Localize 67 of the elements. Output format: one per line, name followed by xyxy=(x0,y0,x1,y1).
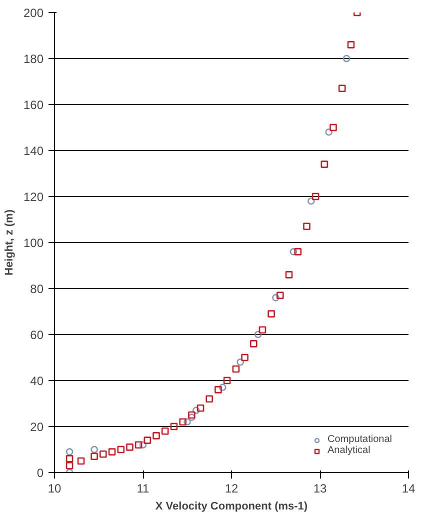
point xyxy=(66,448,74,456)
point xyxy=(100,450,107,458)
legend-label: Computational xyxy=(328,434,392,445)
point xyxy=(139,441,147,449)
point xyxy=(312,192,320,200)
point xyxy=(206,395,214,403)
point xyxy=(268,310,275,318)
point xyxy=(285,271,293,278)
point xyxy=(338,84,346,92)
point xyxy=(144,436,152,444)
point xyxy=(90,446,98,454)
point xyxy=(219,384,226,392)
point xyxy=(188,414,196,421)
point xyxy=(184,418,191,426)
point xyxy=(223,376,231,384)
legend-label: Analytical xyxy=(328,445,370,456)
point xyxy=(152,432,160,440)
point xyxy=(134,441,142,449)
point xyxy=(258,326,266,334)
point xyxy=(90,452,98,460)
x-tick-label: 12 xyxy=(224,482,238,496)
point xyxy=(241,354,248,362)
y-axis-title: Height, z (m) xyxy=(3,209,16,276)
point xyxy=(232,365,240,373)
y-tick-label: 20 xyxy=(30,420,44,434)
point xyxy=(126,444,134,451)
y-tick-label: 60 xyxy=(30,328,44,342)
y-tick-label: 200 xyxy=(23,6,44,20)
point xyxy=(214,386,222,394)
point xyxy=(308,197,315,205)
y-tick-label: 180 xyxy=(23,52,44,66)
point xyxy=(77,457,85,465)
point xyxy=(320,160,328,168)
y-tick-label: 120 xyxy=(23,190,44,204)
point xyxy=(236,358,244,366)
point xyxy=(254,330,262,338)
y-tick-label: 140 xyxy=(23,144,44,158)
point xyxy=(303,222,310,230)
point xyxy=(108,448,116,456)
point xyxy=(342,54,350,62)
point xyxy=(196,404,204,412)
x-tick-label: 13 xyxy=(313,482,327,496)
point xyxy=(276,292,284,300)
point xyxy=(330,124,337,132)
y-tick-label: 0 xyxy=(36,466,44,480)
point xyxy=(117,446,125,454)
point xyxy=(347,41,355,48)
point xyxy=(66,455,74,462)
y-tick-label: 80 xyxy=(30,282,44,296)
point xyxy=(272,294,280,302)
point xyxy=(161,427,169,435)
x-tick-label: 10 xyxy=(48,482,62,496)
x-axis-title: X Velocity Component (ms-1) xyxy=(155,500,308,512)
point xyxy=(192,406,200,414)
point xyxy=(179,418,186,426)
point xyxy=(325,128,332,136)
y-tick-label: 40 xyxy=(30,374,44,388)
point xyxy=(188,411,196,419)
y-tick-label: 100 xyxy=(23,236,44,250)
x-tick-label: 14 xyxy=(402,482,416,496)
x-tick-label: 11 xyxy=(136,482,150,496)
point xyxy=(170,422,178,430)
y-tick-label: 160 xyxy=(23,98,44,112)
point xyxy=(66,462,74,470)
point xyxy=(250,340,258,348)
point xyxy=(290,248,298,256)
point xyxy=(294,248,302,256)
